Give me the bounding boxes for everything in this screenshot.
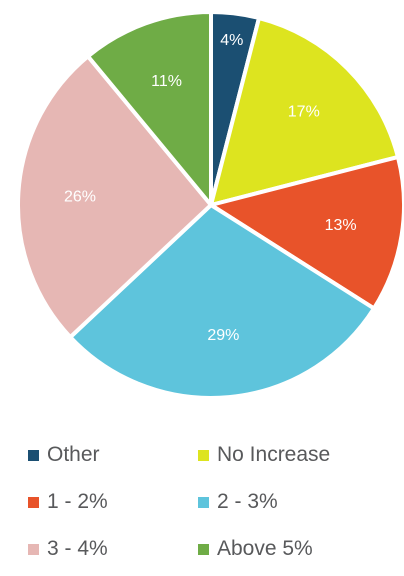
legend-item: 2 - 3% [198,487,388,517]
legend-swatch [198,543,209,555]
legend-item: Other [28,440,198,470]
legend-label: 3 - 4% [47,537,108,560]
slice-data-label: 13% [325,217,357,234]
pie-slice-5 [85,10,213,207]
legend-item: 1 - 2% [28,487,198,517]
slice-data-label: 4% [220,32,243,49]
legend-swatch [198,496,209,508]
pie-chart: 4% 17% 13% 29% 26% 11% [16,10,404,400]
legend: Other No Increase 1 - 2% 2 - 3% 3 - 4% Above … [28,440,398,564]
legend-swatch [198,449,209,461]
legend-label: Above 5% [217,537,313,560]
slice-data-label: 29% [207,327,239,344]
legend-label: No Increase [217,443,331,466]
legend-label: 1 - 2% [47,490,108,513]
legend-item: No Increase [198,440,388,470]
legend-swatch [28,496,39,508]
slice-data-label: 26% [64,188,96,205]
legend-label: 2 - 3% [217,490,278,513]
legend-swatch [28,449,39,461]
legend-item: Above 5% [198,534,388,564]
pie-slice-1 [209,16,400,207]
pie-slice-4 [16,54,213,340]
legend-item: 3 - 4% [28,534,198,564]
slice-data-label: 17% [288,104,320,121]
pie-slice-2 [209,155,404,311]
legend-label: Other [47,443,100,466]
legend-swatch [28,543,39,555]
slice-data-label: 11% [151,73,182,90]
pie-slice-3 [68,203,376,400]
